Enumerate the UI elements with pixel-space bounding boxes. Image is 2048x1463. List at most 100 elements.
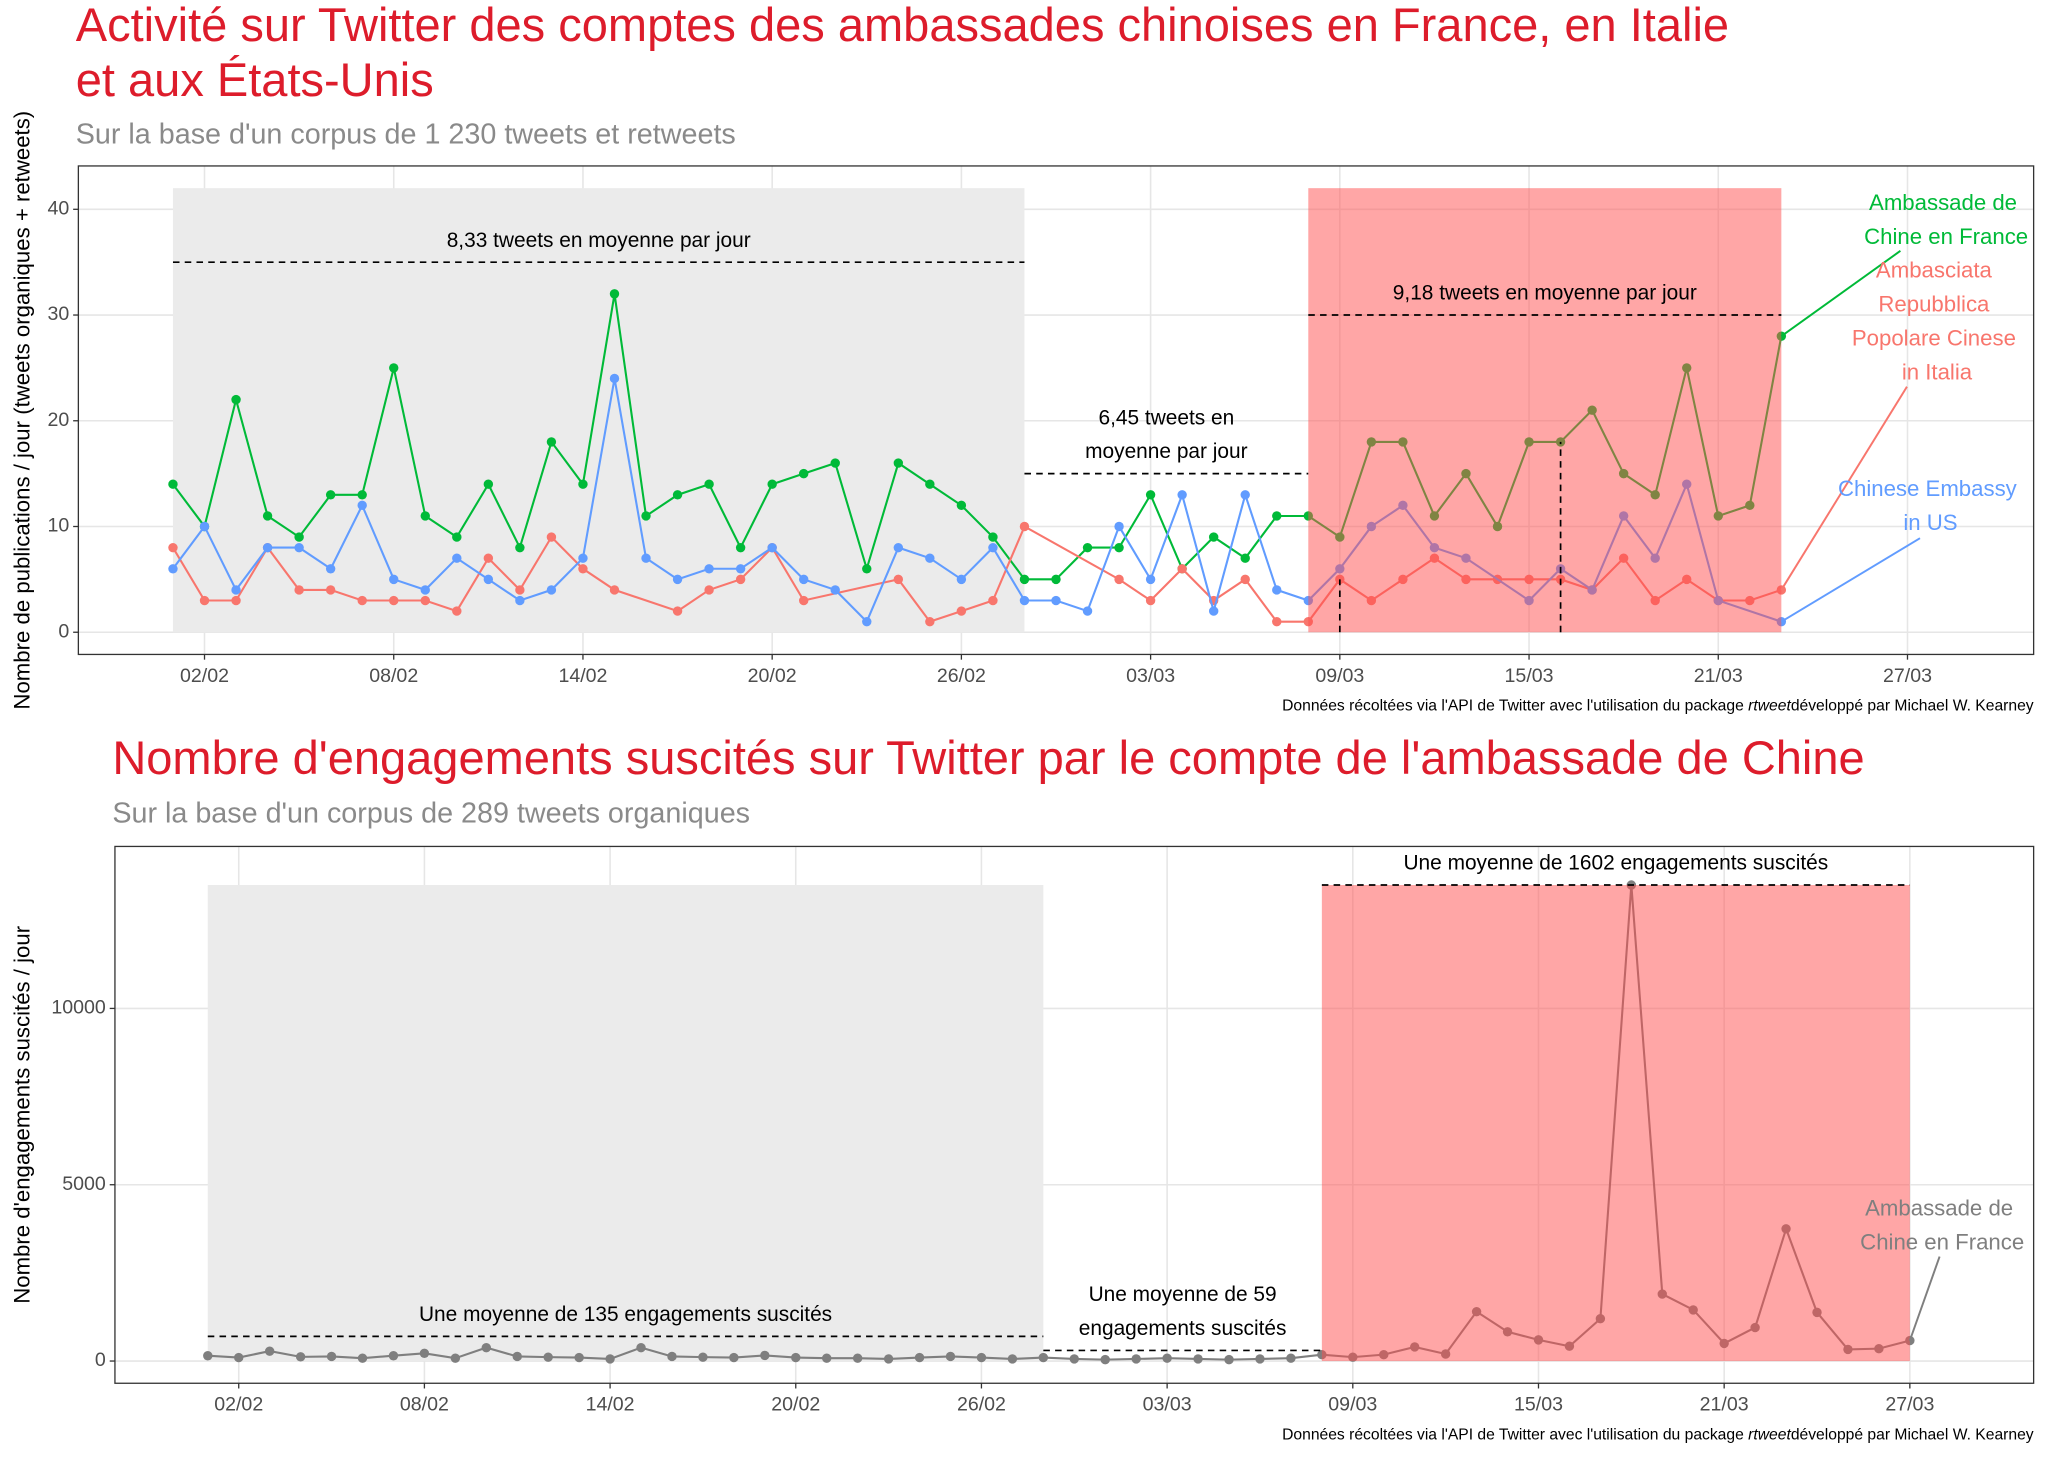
data-point bbox=[326, 1351, 337, 1362]
data-point bbox=[515, 585, 525, 595]
data-point bbox=[389, 363, 399, 373]
data-point bbox=[546, 437, 557, 447]
data-point bbox=[704, 564, 714, 574]
data-point bbox=[483, 479, 494, 489]
x-tick-label: 21/03 bbox=[1694, 665, 1743, 687]
annotation: 8,33 tweets en moyenne par jour bbox=[447, 229, 751, 252]
data-point bbox=[483, 574, 494, 585]
data-point bbox=[1162, 1353, 1172, 1363]
data-point bbox=[574, 1352, 584, 1363]
data-point bbox=[1145, 574, 1156, 585]
data-point bbox=[1272, 616, 1282, 627]
data-point bbox=[988, 542, 998, 553]
data-point bbox=[641, 553, 651, 563]
x-tick-label: 15/03 bbox=[1514, 1394, 1563, 1416]
data-point bbox=[925, 479, 935, 489]
data-point bbox=[1114, 521, 1124, 532]
data-point bbox=[420, 511, 430, 521]
x-tick-label: 26/02 bbox=[957, 1394, 1006, 1416]
caption-part: Données récoltées via l'API de Twitter a… bbox=[1282, 1427, 1748, 1444]
data-point bbox=[1019, 521, 1030, 532]
data-point bbox=[515, 595, 525, 606]
x-tick-label: 08/02 bbox=[400, 1394, 449, 1416]
data-point bbox=[1114, 574, 1124, 585]
data-point bbox=[294, 585, 304, 595]
y-tick-label: 30 bbox=[47, 303, 69, 325]
data-point bbox=[735, 574, 746, 585]
data-point bbox=[450, 1353, 461, 1363]
data-point bbox=[389, 595, 399, 606]
data-point bbox=[294, 542, 304, 553]
highlight-span bbox=[207, 885, 1044, 1362]
x-tick-label: 08/02 bbox=[369, 665, 418, 687]
x-tick-label: 14/02 bbox=[586, 1394, 635, 1416]
data-point bbox=[389, 574, 399, 585]
x-tick-label: 02/02 bbox=[180, 665, 229, 687]
x-tick-label: 14/02 bbox=[558, 665, 607, 687]
data-point bbox=[791, 1352, 801, 1363]
x-tick-label: 26/02 bbox=[937, 665, 986, 687]
data-point bbox=[1177, 490, 1187, 500]
x-tick-label: 03/03 bbox=[1126, 665, 1175, 687]
data-point bbox=[452, 532, 462, 542]
data-point bbox=[914, 1352, 925, 1363]
data-point bbox=[546, 585, 557, 595]
chart-title: Activité sur Twitter des comptes des amb… bbox=[76, 0, 1729, 51]
data-point bbox=[1240, 553, 1250, 563]
chart-title: et aux États-Unis bbox=[76, 53, 434, 106]
data-point bbox=[294, 532, 304, 542]
annotation: Une moyenne de 1602 engagements suscités bbox=[1403, 852, 1828, 875]
data-point bbox=[1286, 1353, 1296, 1363]
data-point bbox=[357, 595, 367, 606]
caption-part: développé par Michael W. Kearney bbox=[1791, 698, 2034, 715]
x-tick-label: 09/03 bbox=[1328, 1394, 1377, 1416]
data-point bbox=[1145, 595, 1156, 606]
data-point bbox=[481, 1342, 492, 1353]
data-point bbox=[609, 373, 620, 384]
data-point bbox=[1114, 542, 1124, 553]
data-point bbox=[830, 585, 840, 595]
data-point bbox=[578, 479, 588, 489]
annotation: Une moyenne de 135 engagements suscités bbox=[419, 1303, 832, 1326]
chart-subtitle: Sur la base d'un corpus de 289 tweets or… bbox=[112, 798, 750, 830]
y-axis-label: Nombre d'engagements suscités / jour bbox=[9, 925, 34, 1304]
data-point bbox=[893, 458, 904, 468]
data-point bbox=[605, 1354, 615, 1364]
data-point bbox=[1051, 574, 1061, 585]
data-point bbox=[199, 521, 210, 532]
y-tick-label: 10 bbox=[47, 515, 69, 537]
data-point bbox=[893, 574, 904, 585]
data-point bbox=[452, 553, 462, 563]
caption-part: rtweet bbox=[1748, 1427, 1791, 1444]
annotation: 6,45 tweets en bbox=[1098, 406, 1234, 429]
y-tick-label: 0 bbox=[58, 620, 69, 642]
data-point bbox=[1100, 1354, 1110, 1365]
data-point bbox=[168, 542, 178, 553]
chart-subtitle: Sur la base d'un corpus de 1 230 tweets … bbox=[76, 119, 736, 151]
data-point bbox=[735, 542, 746, 553]
data-point bbox=[1177, 564, 1187, 574]
label-leader bbox=[1780, 537, 1921, 623]
data-point bbox=[1019, 595, 1030, 606]
data-point bbox=[420, 585, 430, 595]
data-point bbox=[704, 479, 714, 489]
highlight-span bbox=[1321, 885, 1910, 1362]
data-point bbox=[1082, 542, 1093, 553]
data-point bbox=[862, 564, 872, 574]
data-point bbox=[883, 1354, 894, 1364]
data-point bbox=[546, 532, 557, 542]
data-point bbox=[1019, 574, 1030, 585]
series-label: Chinese Embassy in US bbox=[1838, 476, 2023, 535]
data-point bbox=[578, 553, 588, 563]
data-point bbox=[1240, 490, 1250, 500]
data-point bbox=[325, 564, 336, 574]
data-point bbox=[199, 595, 210, 606]
data-point bbox=[641, 511, 651, 521]
x-tick-label: 02/02 bbox=[214, 1394, 263, 1416]
data-point bbox=[515, 542, 525, 553]
data-point bbox=[203, 1351, 213, 1361]
data-point bbox=[893, 542, 904, 553]
data-point bbox=[704, 585, 714, 595]
series-label: Ambassade de Chine en France bbox=[1860, 1195, 2024, 1254]
data-point bbox=[988, 595, 998, 606]
